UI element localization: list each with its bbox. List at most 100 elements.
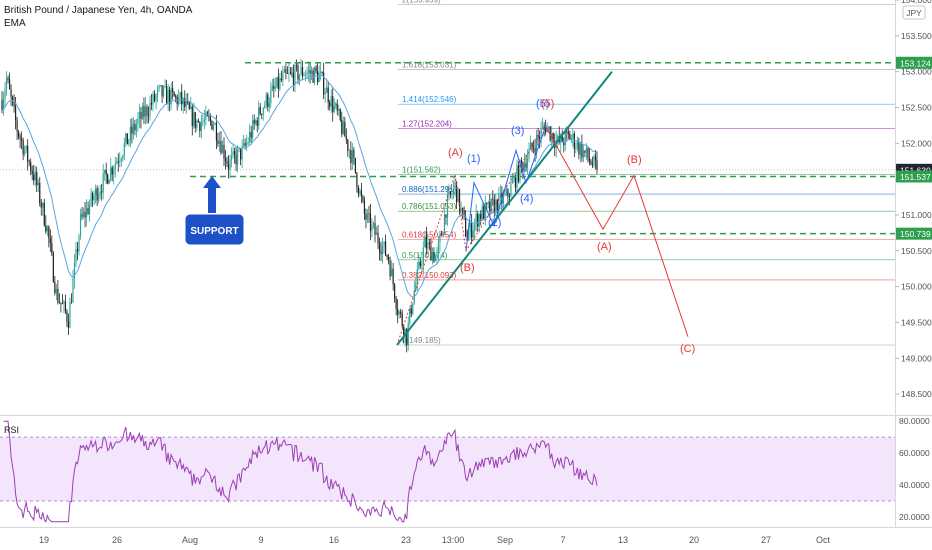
candle-body: [576, 141, 578, 149]
candle-body: [398, 311, 400, 315]
candle-body: [383, 241, 385, 247]
candle: [572, 128, 574, 147]
fib-level[interactable]: 0.886(151.291): [398, 185, 895, 195]
currency-badge[interactable]: [902, 5, 926, 20]
candle-body: [283, 69, 285, 73]
trendline[interactable]: [396, 71, 613, 346]
candle-body: [42, 202, 44, 208]
candle: [153, 89, 156, 103]
candle-body: [301, 67, 304, 77]
candle: [159, 85, 162, 87]
candle-body: [511, 181, 514, 184]
candle: [590, 158, 592, 166]
support-callout[interactable]: SUPPORT: [184, 176, 245, 246]
candle-body: [16, 120, 18, 132]
candle-body: [190, 106, 192, 109]
fib-level[interactable]: 0(149.185): [398, 336, 895, 346]
candle: [318, 65, 320, 83]
fib-level[interactable]: 0.5(150.374): [398, 251, 895, 261]
candle: [430, 237, 432, 261]
candle-body: [365, 214, 367, 220]
candle: [146, 104, 148, 124]
candle-body: [526, 158, 529, 168]
candle: [217, 132, 219, 148]
candle: [347, 138, 349, 157]
candle: [431, 247, 433, 265]
candle: [111, 165, 113, 182]
candle-body: [193, 112, 195, 126]
candle: [394, 282, 396, 303]
candle-body: [421, 264, 423, 267]
candle: [514, 174, 517, 193]
support-label: SUPPORT: [190, 226, 238, 237]
candle: [425, 226, 427, 256]
fib-level[interactable]: 1.414(152.546): [398, 95, 895, 105]
fib-level[interactable]: 1(151.562): [398, 166, 895, 175]
candle-body: [486, 203, 488, 204]
candle-body: [236, 149, 239, 165]
candle: [440, 230, 443, 236]
chart-legend: British Pound / Japanese Yen, 4h, OANDA …: [4, 4, 192, 30]
candle-body: [205, 112, 207, 120]
candle-body: [187, 101, 189, 103]
horizontal-dashed-levels[interactable]: [190, 62, 895, 235]
candle-body: [155, 95, 157, 101]
candle-body: [215, 123, 218, 141]
candle-body: [57, 288, 59, 303]
time-axis[interactable]: 19 26 Aug 9 16 23 13:00 Sep 7 13 20 27 Oct: [39, 535, 831, 545]
candle: [221, 140, 224, 154]
candle-body: [58, 302, 60, 303]
candle-body: [233, 151, 236, 155]
candle: [520, 157, 523, 174]
candle-body: [33, 174, 35, 181]
candle-body: [144, 106, 147, 117]
candle: [191, 103, 193, 136]
candle-body: [277, 77, 279, 89]
candle: [434, 254, 437, 262]
candle-body: [439, 234, 441, 243]
candle-body: [394, 284, 396, 299]
fib-level[interactable]: 1.27(152.204): [398, 120, 895, 129]
candle: [532, 140, 535, 154]
candle-body: [105, 169, 107, 175]
fib-level[interactable]: 1.618(153.031): [398, 60, 895, 70]
candle-body: [517, 165, 520, 182]
candle: [495, 193, 497, 217]
candle-body: [28, 161, 30, 163]
candle-body: [229, 159, 231, 170]
candle: [144, 97, 147, 125]
candle-body: [264, 105, 266, 108]
candle: [273, 78, 275, 98]
candle-body: [584, 150, 586, 153]
candle: [401, 309, 403, 329]
candle: [2, 91, 5, 116]
candle: [412, 303, 414, 316]
candle: [369, 203, 372, 241]
candle-body: [45, 225, 47, 232]
candle-body: [5, 77, 8, 90]
candle: [87, 201, 89, 216]
candle: [537, 128, 539, 146]
candle-body: [255, 120, 257, 124]
rsi-tick-label: 80.0000: [899, 416, 930, 426]
candle-body: [90, 193, 92, 205]
candle: [381, 237, 384, 264]
fib-level[interactable]: 0.382(150.093): [398, 271, 895, 281]
candle-body: [101, 191, 103, 193]
candle: [212, 121, 215, 132]
rsi-axis[interactable]: 80.0000 60.0000 40.0000 20.0000: [899, 416, 930, 522]
candle: [79, 208, 82, 240]
candle-body: [128, 139, 130, 145]
candle-body: [73, 262, 76, 279]
fib-level[interactable]: 2(153.939): [398, 0, 895, 5]
candle: [452, 181, 455, 200]
candle: [54, 275, 56, 296]
candle-body: [93, 195, 95, 201]
candle: [350, 141, 352, 171]
projection-path[interactable]: [544, 125, 689, 337]
candle: [366, 209, 369, 224]
candle: [233, 147, 236, 164]
candle: [48, 225, 50, 248]
fibonacci-levels[interactable]: 2(153.939) 1.618(153.031) 1.414(152.546) 1.…: [398, 0, 895, 346]
